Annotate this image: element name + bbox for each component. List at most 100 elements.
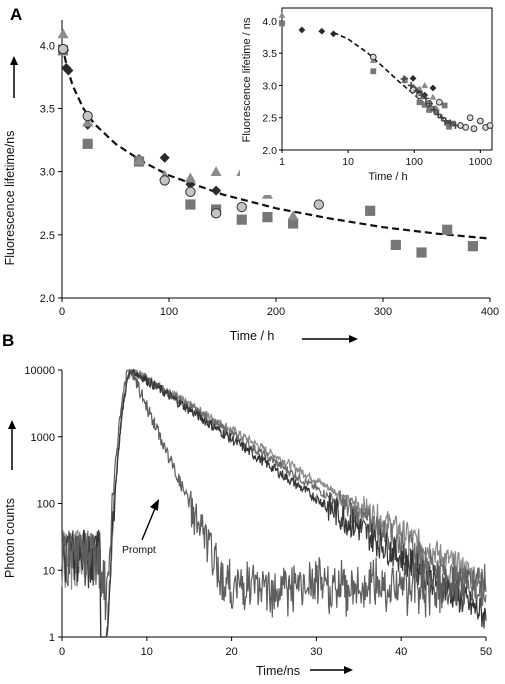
data-point-square	[365, 205, 376, 216]
data-point-diamond	[211, 185, 222, 196]
x-tick-label: 100	[160, 306, 178, 318]
inset-point-plus	[422, 94, 430, 102]
inset-point-plus	[438, 114, 446, 122]
y-axis-title: Fluorescence lifetime/ns	[3, 131, 17, 266]
inset-point-diamond	[330, 30, 337, 38]
b-x-tick-label: 20	[225, 646, 237, 658]
b-x-arrow-head	[344, 666, 353, 674]
inset-y-tick-label: 4.0	[262, 16, 277, 28]
inset-point-plus	[418, 91, 426, 99]
inset-point-circle	[470, 125, 478, 133]
data-point-circle	[57, 43, 69, 55]
y-tick-label: 2.0	[40, 293, 55, 305]
inset-point-plus	[452, 122, 459, 129]
inset-x-tick-label: 100	[405, 156, 423, 168]
b-y-tick-label: 100	[37, 499, 55, 511]
panel-a-inset: 2.0 2.5 3.0 3.5 4.0 1 10 100 1000 Time / h Fluores…	[240, 3, 502, 195]
fit-curve	[60, 45, 491, 240]
inset-y-tick-label: 3.0	[262, 80, 277, 92]
inset-point-plus	[400, 75, 408, 83]
b-x-tick-label: 0	[59, 646, 65, 658]
panel-b-chart: 1 10 100 1000 10000 0 10 20 30 40 50 Time/ns Photon …	[3, 365, 492, 678]
inset-x-tick-label: 1000	[469, 156, 493, 168]
data-point-square	[185, 199, 196, 210]
inset-point-triangle	[429, 93, 437, 100]
data-point-diamond	[63, 65, 74, 76]
inset-point-circle	[462, 124, 470, 131]
inset-point-square	[421, 101, 428, 108]
inset-point-diamond	[409, 74, 417, 82]
inset-point-square	[370, 68, 377, 75]
inset-x-tick-label: 10	[342, 156, 354, 168]
inset-point-plus	[426, 100, 433, 107]
inset-point-plus	[430, 106, 438, 114]
data-point-square	[262, 212, 273, 223]
prompt-trace	[61, 369, 487, 621]
inset-y-axis-title: Fluorescence lifetime / ns	[241, 17, 253, 142]
panel-a-chart: 2.0 2.5 3.0 3.5 4.0 0 100 200 300 400 Time / h Fluo…	[3, 20, 499, 343]
inset-point-square	[433, 109, 440, 115]
inset-point-triangle	[421, 82, 429, 89]
inset-point-circle	[476, 117, 484, 125]
prompt-arrow-line	[141, 505, 157, 541]
inset-point-square	[441, 102, 448, 109]
data-point-square	[467, 241, 478, 252]
b-x-axis-title: Time/ns	[256, 664, 300, 678]
y-tick-label: 3.0	[40, 167, 55, 179]
inset-point-circle	[486, 122, 494, 129]
b-y-tick-label: 10000	[24, 365, 55, 377]
inset-point-plus	[446, 119, 454, 127]
y-tick-label: 4.0	[40, 40, 55, 52]
inset-point-square	[279, 20, 285, 27]
data-point-square	[82, 138, 93, 149]
b-x-tick-label: 50	[480, 646, 492, 658]
inset-point-triangle	[278, 11, 286, 18]
data-point-circle	[313, 199, 324, 210]
data-point-circle	[210, 208, 222, 219]
inset-point-plus	[407, 82, 415, 89]
inset-point-diamond	[298, 26, 306, 34]
inset-point-diamond	[318, 27, 326, 35]
data-point-circle	[236, 201, 247, 213]
inset-point-diamond	[429, 84, 437, 92]
data-point-triangle	[133, 154, 145, 165]
data-point-triangle	[57, 28, 69, 39]
b-y-tick-label: 1000	[31, 432, 55, 444]
data-point-diamond	[159, 152, 170, 163]
y-tick-label: 3.5	[40, 103, 55, 115]
inset-point-circle	[435, 98, 443, 106]
x-tick-label: 0	[59, 306, 65, 318]
inset-frame	[281, 7, 493, 151]
inset-point-square	[430, 105, 436, 112]
x-arrow-head	[349, 335, 358, 343]
inset-y-tick-label: 3.5	[262, 48, 277, 60]
inset-point-square	[426, 107, 433, 113]
b-x-tick-label: 10	[141, 646, 153, 658]
b-y-arrow-head	[8, 420, 16, 429]
inset-point-plus	[413, 87, 421, 95]
inset-background	[240, 3, 502, 195]
prompt-arrow-head	[150, 499, 159, 511]
data-point-square	[236, 214, 247, 225]
data-point-square	[442, 224, 453, 235]
inset-point-plus	[434, 111, 442, 118]
x-tick-label: 200	[267, 306, 285, 318]
data-point-triangle	[287, 210, 299, 221]
inset-x-axis-title: Time / h	[368, 171, 407, 183]
prompt-label: Prompt	[122, 544, 156, 556]
data-point-circle	[82, 110, 93, 122]
inset-point-circle	[369, 53, 377, 61]
data-point-circle	[185, 186, 196, 198]
y-arrow-head	[10, 56, 18, 65]
inset-y-tick-label: 2.0	[262, 145, 277, 157]
inset-x-tick-label: 1	[279, 156, 285, 168]
data-point-circle	[159, 175, 170, 186]
b-x-tick-label: 30	[310, 646, 322, 658]
inset-point-square	[416, 99, 423, 106]
b-x-tick-label: 40	[395, 646, 407, 658]
y-tick-label: 2.5	[40, 230, 55, 242]
inset-fit-curve	[333, 31, 455, 127]
x-tick-label: 400	[481, 306, 499, 318]
panel-a-label: A	[10, 5, 22, 24]
